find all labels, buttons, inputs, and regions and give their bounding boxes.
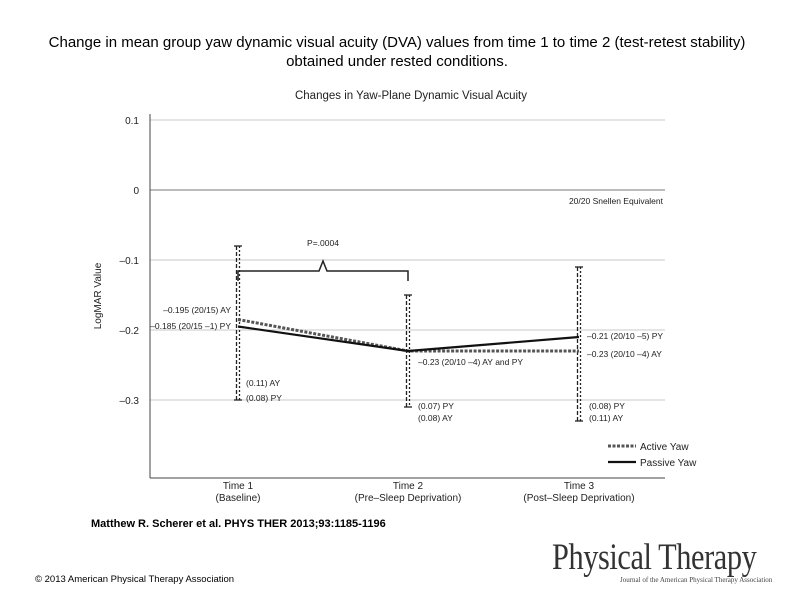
chart-title: Changes in Yaw-Plane Dynamic Visual Acui… xyxy=(295,90,527,102)
copyright: © 2013 American Physical Therapy Associa… xyxy=(35,574,235,585)
significance-bracket: P=.0004 xyxy=(237,238,409,281)
reference-line-label: 20/20 Snellen Equivalent xyxy=(569,196,664,206)
slide-title: Change in mean group yaw dynamic visual … xyxy=(48,34,746,70)
annotation-t3-lower-2: (0.11) AY xyxy=(589,413,624,423)
logo-title: Physical Therapy xyxy=(552,537,757,578)
annotation-t1-upper-2: –0.185 (20/15 –1) PY xyxy=(150,321,231,331)
x-tick-sublabel: (Pre–Sleep Deprivation) xyxy=(355,493,462,504)
journal-logo: Physical Therapy Journal of the American… xyxy=(552,538,782,588)
annotation-t3-upper-2: –0.23 (20/10 –4) AY xyxy=(587,349,662,359)
y-tick-label: –0.2 xyxy=(120,326,140,337)
x-tick-sublabel: (Post–Sleep Deprivation) xyxy=(523,493,634,504)
annotation-t2-lower-1: (0.07) PY xyxy=(418,401,454,411)
legend-label: Active Yaw xyxy=(640,442,689,453)
series-layer xyxy=(237,318,580,353)
y-axis-label: LogMAR Value xyxy=(93,262,104,329)
series-line-passive-yaw xyxy=(237,325,580,353)
x-tick-label: Time 1 xyxy=(223,481,254,492)
logo-subtitle: Journal of the American Physical Therapy… xyxy=(620,576,773,584)
x-tick-labels: Time 1(Baseline) Time 2(Pre–Sleep Depriva… xyxy=(215,481,634,504)
annotation-t1-lower-2: (0.08) PY xyxy=(246,393,282,403)
annotation-t3-upper-1: –0.21 (20/10 –5) PY xyxy=(587,331,663,341)
annotation-t1-lower-1: (0.11) AY xyxy=(246,378,281,388)
bracket-line xyxy=(237,258,409,281)
annotation-t2-mid: –0.23 (20/10 –4) AY and PY xyxy=(418,357,523,367)
axis-layer: 0.1 0 –0.1 –0.2 –0.3 xyxy=(120,114,665,479)
annotation-t3-lower-1: (0.08) PY xyxy=(589,401,625,411)
annotation-t2-lower-2: (0.08) AY xyxy=(418,413,453,423)
y-tick-label: –0.1 xyxy=(120,256,140,267)
annotations: –0.195 (20/15) AY –0.185 (20/15 –1) PY (0.… xyxy=(150,305,663,423)
y-tick-label: 0 xyxy=(133,186,139,197)
x-tick-label: Time 2 xyxy=(393,481,424,492)
annotation-t1-upper-1: –0.195 (20/15) AY xyxy=(163,305,231,315)
y-tick-label: 0.1 xyxy=(125,116,139,127)
x-tick-sublabel: (Baseline) xyxy=(215,493,260,504)
series-line-active-yaw xyxy=(237,318,579,353)
p-value-label: P=.0004 xyxy=(307,238,339,248)
x-tick-label: Time 3 xyxy=(564,481,595,492)
citation: Matthew R. Scherer et al. PHYS THER 2013… xyxy=(91,518,386,530)
y-tick-label: –0.3 xyxy=(120,396,140,407)
legend-label: Passive Yaw xyxy=(640,458,697,469)
legend: Active Yaw Passive Yaw xyxy=(608,442,697,469)
